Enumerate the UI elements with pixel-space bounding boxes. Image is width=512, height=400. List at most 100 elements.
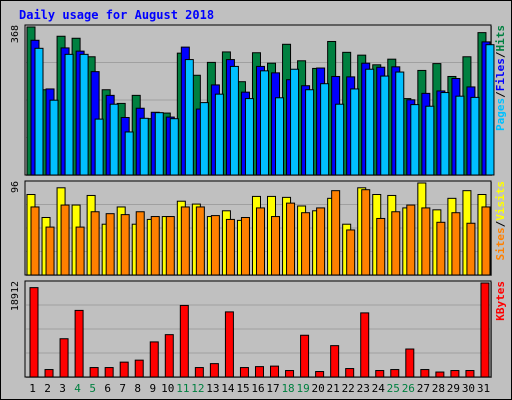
bar-pages-11 [184,59,194,176]
bar-sites-1 [30,206,40,276]
bar-pages-4 [79,53,89,176]
bar-kbytes-24 [375,370,385,378]
series-sites [30,189,491,276]
bar-sites-14 [225,218,235,276]
x-label-day-12: 12 [191,382,204,395]
x-axis-labels: 1 2 3 4 5 6 7 8 9 10 11 12 13 14 15 16 17 18 19 20 21 22 23 24 2… [29,382,490,395]
bar-sites-29 [451,212,461,276]
bar-sites-20 [316,207,326,276]
bar-sites-5 [90,211,100,276]
bar-pages-29 [455,95,465,176]
bar-sites-2 [45,226,55,276]
bar-pages-17 [275,97,285,176]
y-max-label: 18912 [10,281,21,311]
bar-sites-15 [240,217,250,276]
x-label-day-2: 2 [44,382,51,395]
bar-kbytes-2 [44,369,54,378]
bar-kbytes-26 [405,348,415,378]
bar-sites-22 [346,229,356,276]
bar-pages-2 [49,99,59,176]
bar-pages-6 [109,103,119,176]
bar-pages-3 [64,53,74,176]
side-legend-separator: / [494,51,507,58]
bar-kbytes-16 [254,366,264,378]
side-legend-sites: Sites [494,227,507,260]
bar-sites-9 [150,216,160,276]
bar-kbytes-13 [209,363,219,378]
bar-sites-30 [466,222,476,276]
bar-kbytes-4 [74,309,84,378]
x-label-day-25: 25 [387,382,400,395]
bar-sites-23 [361,189,371,276]
bar-pages-26 [410,104,420,176]
bar-sites-26 [406,204,416,276]
bar-kbytes-20 [315,371,325,378]
bar-pages-25 [395,71,405,176]
series-kbytes [29,282,490,378]
bar-kbytes-28 [435,371,445,378]
bar-kbytes-12 [194,367,204,378]
bar-kbytes-10 [164,334,174,378]
bar-pages-22 [350,88,360,176]
side-legend-kbytes: KBytes [494,281,507,321]
bar-pages-30 [470,96,480,176]
x-label-day-26: 26 [402,382,415,395]
bar-kbytes-3 [59,338,69,378]
x-label-day-31: 31 [477,382,490,395]
bar-pages-5 [94,118,104,176]
bar-sites-7 [120,214,130,276]
bar-kbytes-31 [480,282,490,378]
bar-kbytes-23 [360,312,370,378]
bar-sites-31 [481,206,491,276]
bar-kbytes-7 [119,361,129,378]
x-label-day-17: 17 [266,382,279,395]
x-label-day-29: 29 [447,382,460,395]
x-label-day-15: 15 [236,382,249,395]
bar-kbytes-25 [390,369,400,378]
bar-pages-14 [229,65,239,176]
bar-pages-31 [485,44,495,176]
bar-kbytes-8 [134,359,144,378]
bar-sites-3 [60,204,70,276]
bar-pages-12 [199,102,209,176]
x-label-day-22: 22 [342,382,355,395]
bar-sites-11 [180,206,190,276]
bar-kbytes-21 [330,345,340,378]
x-label-day-30: 30 [462,382,475,395]
x-label-day-14: 14 [221,382,235,395]
bar-sites-27 [421,207,431,276]
bar-pages-16 [259,70,269,176]
bar-kbytes-29 [450,370,460,378]
bar-pages-21 [335,103,345,176]
bar-kbytes-15 [239,367,249,378]
bar-pages-23 [365,68,375,176]
bar-pages-13 [214,93,224,176]
bar-sites-16 [255,207,265,276]
bar-sites-28 [436,221,446,276]
x-label-day-6: 6 [104,382,111,395]
side-legend: Pages/Files/Hits [494,25,507,131]
bar-kbytes-18 [285,370,295,378]
x-label-day-20: 20 [312,382,325,395]
bar-sites-8 [135,211,145,276]
x-label-day-23: 23 [357,382,370,395]
x-label-day-4: 4 [74,382,81,395]
series-pages [34,44,495,176]
bar-sites-10 [165,216,175,276]
bar-pages-28 [440,92,450,176]
x-label-day-24: 24 [372,382,386,395]
y-max-label: 368 [10,25,21,43]
x-label-day-8: 8 [134,382,141,395]
bar-kbytes-27 [420,369,430,378]
x-label-day-27: 27 [417,382,430,395]
bar-kbytes-5 [89,367,99,378]
x-label-day-5: 5 [89,382,96,395]
bar-sites-19 [301,212,311,276]
bar-pages-9 [154,112,164,176]
bar-pages-15 [244,98,254,176]
bar-sites-13 [210,215,220,276]
side-legend-visits: Visits [494,181,507,221]
side-legend-separator: / [494,220,507,227]
bar-kbytes-17 [270,365,280,378]
